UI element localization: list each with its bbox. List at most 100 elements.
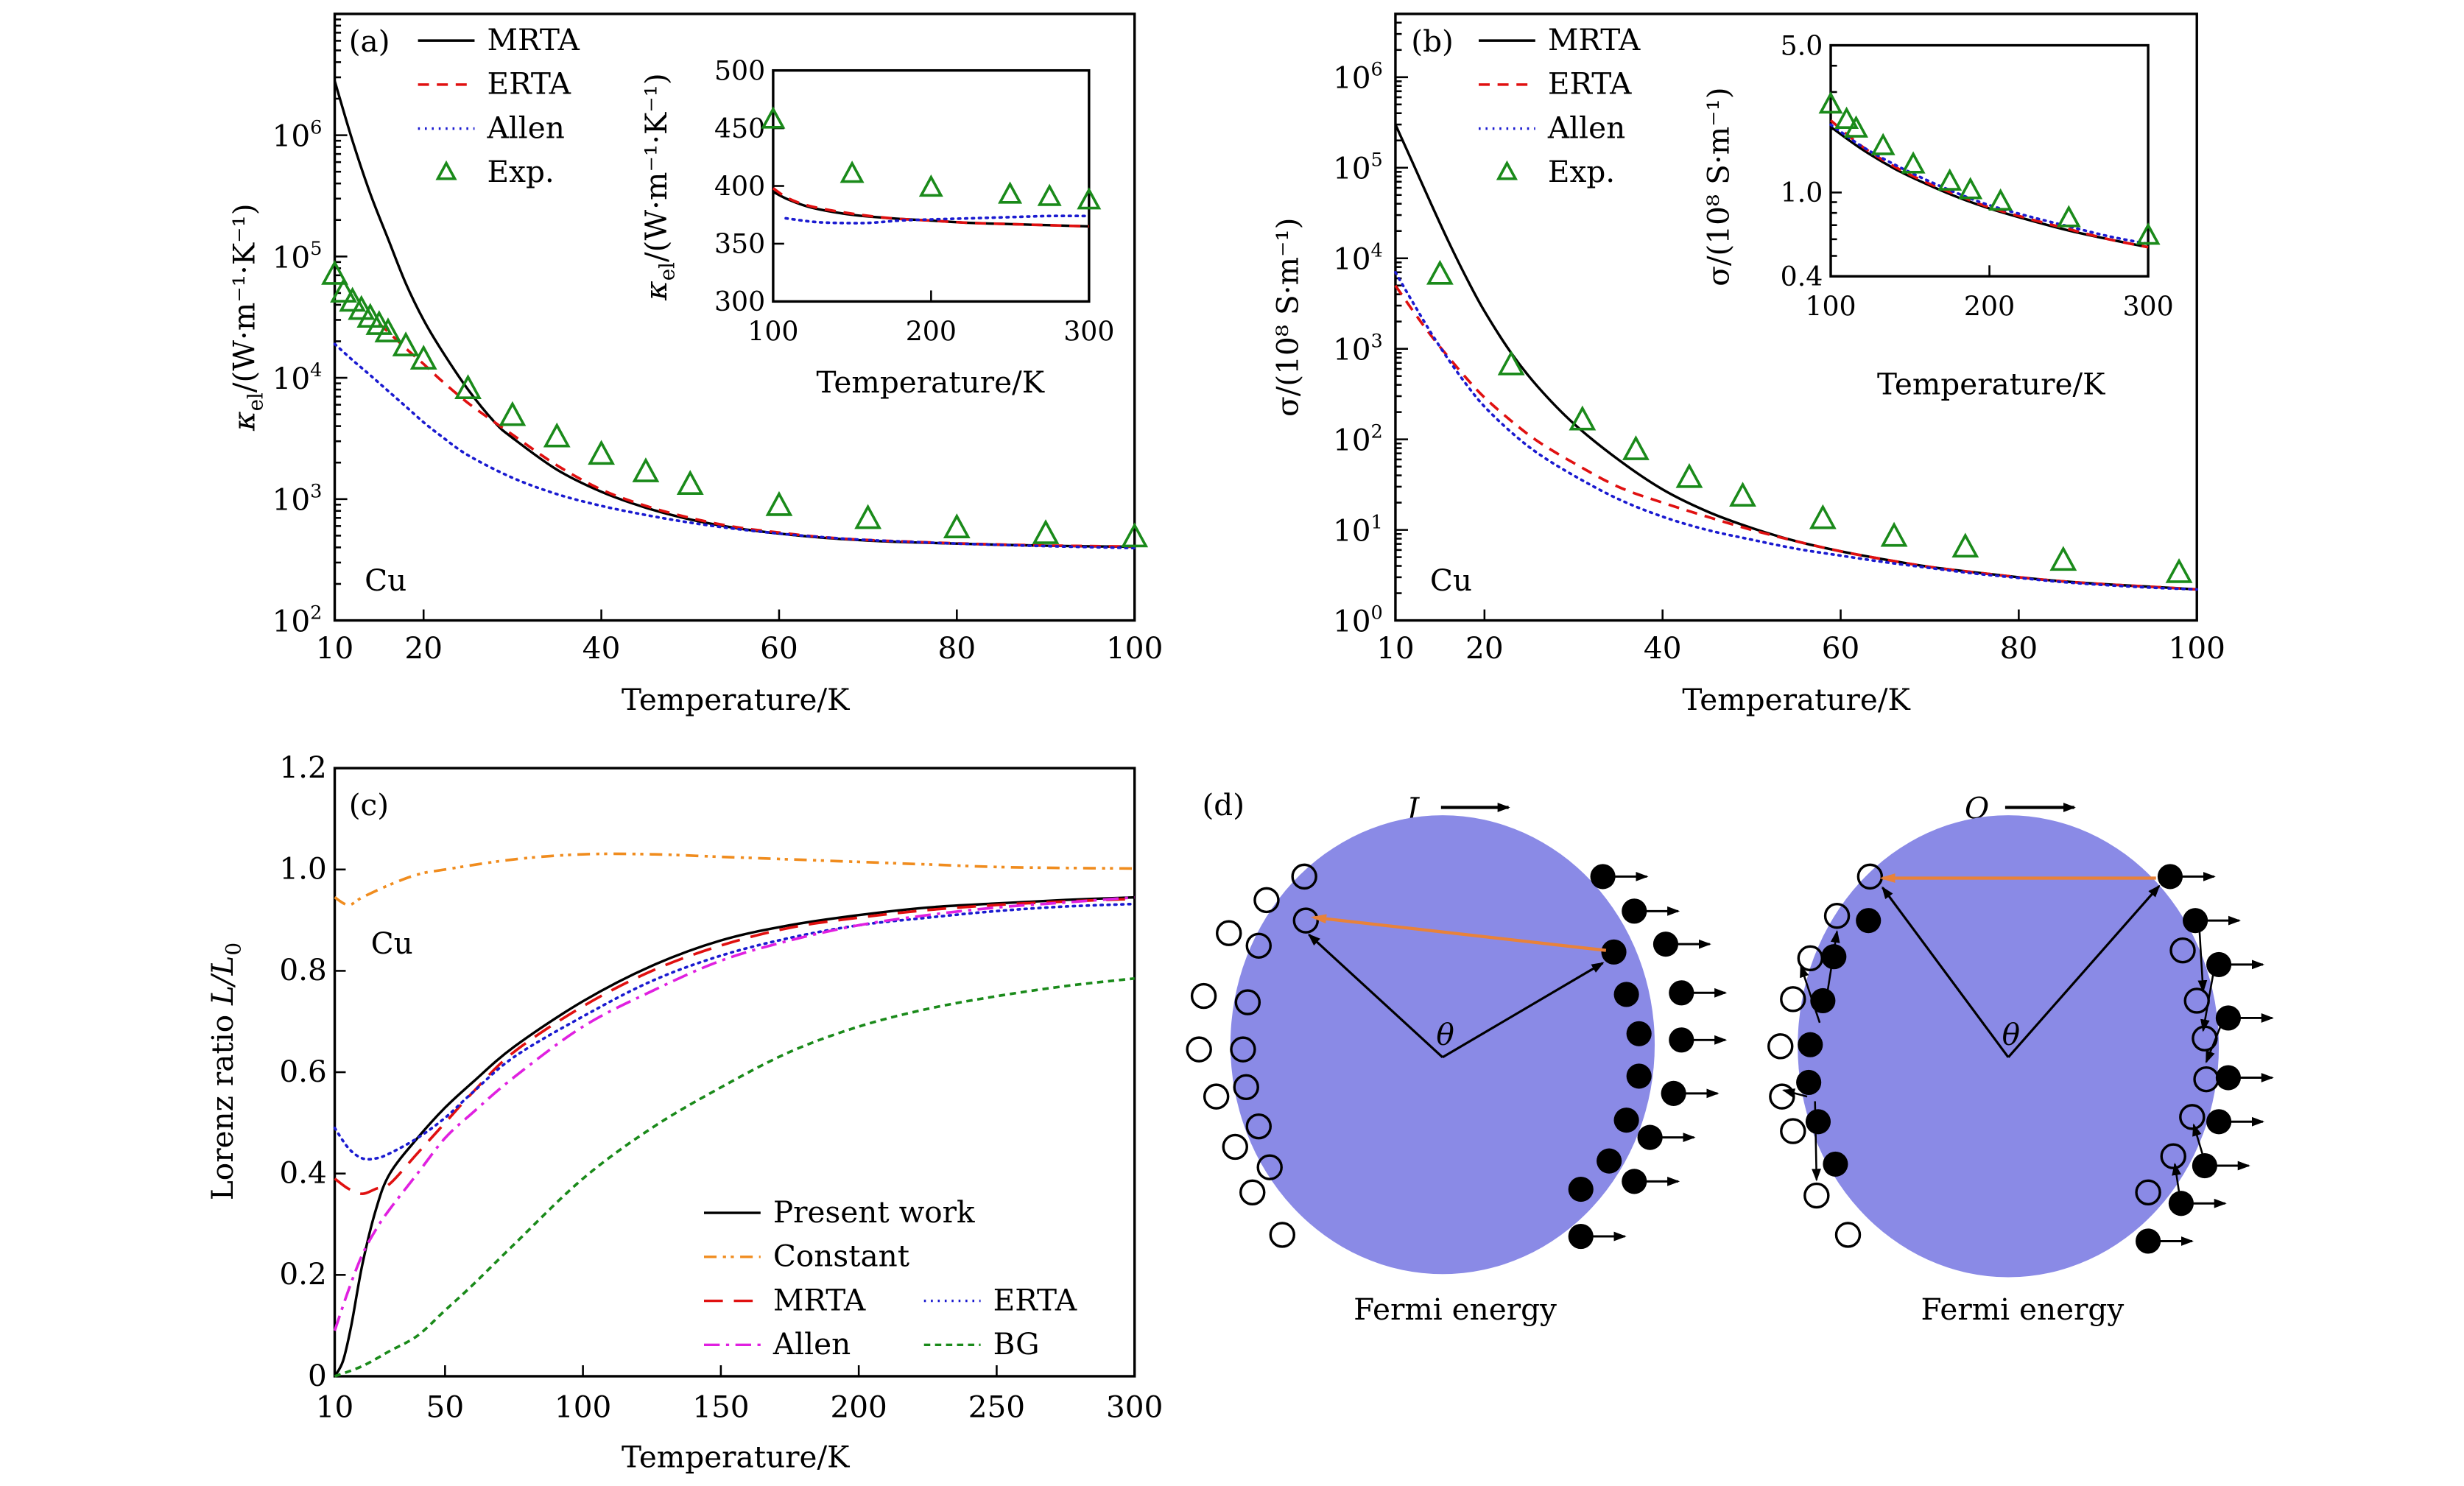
- panel-b-xlabel: Temperature/K: [1682, 682, 1910, 717]
- panel-c-line-mrta: [334, 897, 1135, 1196]
- electron-state-icon: [1810, 987, 1836, 1014]
- panel-b-exp-point: [1426, 259, 1454, 285]
- panel-b-ytick-label: 105: [1333, 149, 1383, 186]
- panel-a-ytick-label: 103: [272, 481, 323, 518]
- panel-b-exp-point: [1809, 504, 1837, 529]
- panel-a-inset-exp-point: [998, 181, 1023, 204]
- transition-arrow-icon: [1826, 929, 1840, 992]
- panel-b-inset-ytick-label: 0.4: [1781, 261, 1823, 292]
- panel-a-ytick-label: 104: [272, 359, 323, 396]
- panel-c-ytick-label: 1.2: [279, 750, 326, 785]
- panel-c-xtick-label: 300: [1106, 1389, 1163, 1424]
- panel-a-exp-point: [676, 470, 704, 495]
- panel-a-annotation: Cu: [365, 563, 406, 598]
- transition-arrow-icon: [2172, 1162, 2181, 1196]
- electron-state-icon: [2206, 951, 2232, 977]
- panel-b-legend-marker: [1496, 160, 1518, 180]
- hole-state-icon: [2169, 937, 2196, 964]
- k-vector-arrow: [1882, 886, 2010, 1058]
- panel-b-exp-point: [1675, 462, 1703, 488]
- panel-a-inset-xlabel: Temperature/K: [817, 365, 1045, 400]
- panel-c-xtick-label: 50: [426, 1389, 465, 1424]
- panel-c-legend-label: Present work: [773, 1194, 975, 1230]
- electron-state-icon: [1626, 1021, 1652, 1046]
- panel-a-exp-point: [339, 286, 367, 312]
- panel-a-inset-xtick-label: 200: [906, 316, 957, 348]
- panel-b-legend: MRTA ERTA Allen Exp.: [1479, 22, 1641, 189]
- panel-b-exp-point: [1729, 482, 1756, 507]
- panel-a-exp-point: [348, 295, 376, 320]
- panel-a-legend-label: MRTA: [487, 22, 580, 57]
- electron-state-icon: [1622, 1169, 1647, 1194]
- panel-a-exp-point: [943, 513, 971, 538]
- panel-b-xtick-label: 20: [1465, 630, 1504, 666]
- panel-b-exp-point: [1951, 532, 1979, 558]
- panel-b-inset-line-allen: [1829, 123, 2150, 246]
- panel-b-exp-point: [1880, 521, 1908, 547]
- hole-state-icon: [1186, 1036, 1212, 1063]
- panel-a-legend-label: ERTA: [487, 66, 571, 102]
- k-vector-arrow: [2007, 884, 2161, 1058]
- panel-a-ticks: 102 103 104 105 106 10 20 40 60 80 100: [272, 18, 1163, 666]
- ylabel-units: /(W·m⁻¹·K⁻¹): [227, 203, 262, 392]
- panel-a-xtick-label: 20: [404, 630, 443, 666]
- transition-arrow-icon: [2192, 1123, 2204, 1157]
- electron-state-icon: [2157, 864, 2183, 890]
- panel-a-xtick-label: 40: [582, 630, 621, 666]
- panel-a-frame: [333, 13, 1136, 622]
- electron-state-icon: [2168, 1191, 2194, 1216]
- panel-a-exp-point: [454, 374, 482, 399]
- electron-state-icon: [1613, 982, 1639, 1007]
- panel-a-legend-label: Allen: [487, 110, 565, 145]
- panel-d-diagram: (d) J θ Fermi energy Q θ Fermi energy: [1186, 787, 2274, 1327]
- panel-b-inset-ytick-label: 5.0: [1781, 29, 1823, 61]
- electron-state-icon: [2183, 908, 2208, 934]
- panel-a-inset-exp-point: [1037, 183, 1062, 206]
- hole-state-icon: [1780, 986, 1806, 1013]
- electron-state-icon: [1568, 1223, 1594, 1250]
- panel-b-inset-exp-point: [1818, 91, 1843, 114]
- panel-b-inset-exp-point: [1937, 168, 1963, 191]
- panel-c-annotation: Cu: [371, 926, 413, 961]
- panel-a-inset-xtick-label: 100: [747, 316, 798, 348]
- k-vector-arrow: [1442, 962, 1605, 1059]
- electron-state-icon: [1597, 1148, 1622, 1174]
- panel-b-inset-exp-point: [1958, 177, 1983, 200]
- panel-a-exp-point: [365, 310, 393, 335]
- panel-c-ytick-label: 0.8: [279, 952, 326, 987]
- panel-b-inset-exp-point: [2136, 222, 2161, 245]
- panel-b-label: (b): [1411, 24, 1454, 59]
- panel-b-exp-point: [2165, 557, 2193, 583]
- panel-a-ytick-label: 102: [272, 602, 323, 638]
- panel-b-legend-label: MRTA: [1548, 22, 1641, 57]
- panel-a-line-mrta: [333, 80, 1135, 549]
- electron-state-icon: [1652, 932, 1679, 957]
- panel-b-ticks: 100 101 102 103 104 105 106 10 20 40 60 80 100: [1333, 13, 2225, 666]
- hole-state-icon: [1245, 932, 1272, 959]
- panel-b-xtick-label: 10: [1376, 630, 1415, 666]
- panel-c-legend-label: Constant: [773, 1239, 909, 1274]
- panel-b-inset-exp-point: [1870, 133, 1895, 155]
- ylabel-sub: el: [243, 392, 267, 411]
- panel-b-ytick-label: 101: [1333, 511, 1383, 548]
- panel-b-inset-exp-point: [1901, 151, 1926, 174]
- panel-b: 100 101 102 103 104 105 106 10 20 40 60 80 100 (b) C…: [1270, 13, 2225, 717]
- hole-state-icon: [1769, 1083, 1795, 1110]
- electron-state-icon: [1669, 980, 1694, 1006]
- panel-c-series: [333, 852, 1136, 1378]
- hole-state-icon: [1233, 1074, 1259, 1101]
- electron-state-icon: [1798, 1032, 1823, 1057]
- hole-state-icon: [1239, 1179, 1266, 1206]
- panel-a-exp-point: [392, 331, 420, 356]
- electron-state-icon: [1796, 1069, 1822, 1095]
- panel-c-legend: Present work Constant MRTA Allen ERTA BG: [704, 1194, 1077, 1362]
- panel-a-inset-ytick-label: 300: [714, 286, 765, 317]
- panel-a-legend-marker: [435, 160, 457, 180]
- transition-arrow-icon: [2197, 912, 2208, 993]
- panel-a-xtick-label: 60: [760, 630, 798, 666]
- panel-b-xtick-label: 100: [2169, 630, 2225, 666]
- electron-state-icon: [1568, 1176, 1594, 1202]
- panel-a-inset-ticks: 300 350 400 450 500 100 200 300: [714, 54, 1114, 347]
- ylabel-text: Lorenz ratio: [205, 1005, 240, 1200]
- hole-state-icon: [1222, 1133, 1248, 1161]
